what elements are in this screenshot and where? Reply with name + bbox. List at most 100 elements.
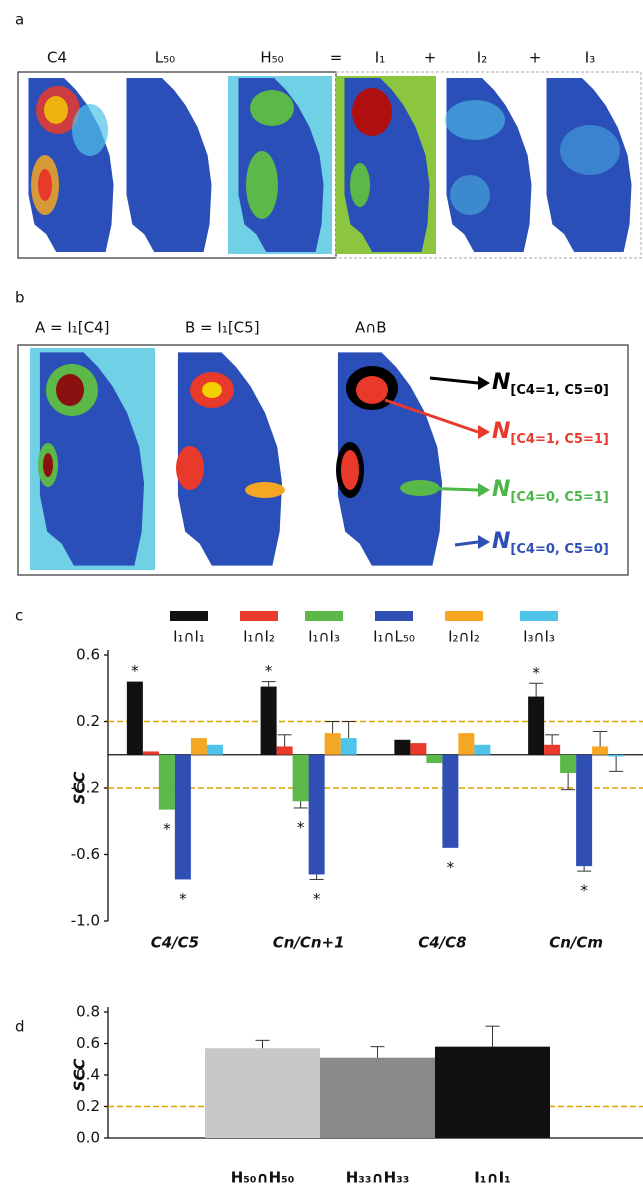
legend-swatch — [240, 611, 278, 621]
legend-label: I₃∩I₃ — [523, 628, 555, 646]
image-header: C4 — [47, 49, 67, 67]
y-tick-label: -0.6 — [71, 845, 100, 863]
image-header: I₃ — [585, 49, 595, 67]
image-header: + — [529, 49, 542, 67]
legend-label: I₁∩I₂ — [243, 628, 275, 646]
legend-swatch — [375, 611, 413, 621]
legend-entry: N[C4=1, C5=0] — [492, 370, 609, 398]
x-tick-label: I₁∩I₁ — [474, 1169, 510, 1187]
y-axis-label: SCC — [71, 1059, 89, 1092]
bar — [560, 754, 577, 774]
image-header: A = I₁[C4] — [35, 319, 110, 337]
bar — [458, 733, 475, 755]
panel-label: c — [15, 607, 23, 625]
legend-entry: N[C4=1, C5=1] — [492, 419, 609, 447]
legend-symbol: N — [492, 529, 510, 554]
x-tick-label: C4/C8 — [418, 934, 466, 952]
y-tick-label: 0.6 — [76, 646, 100, 664]
bar — [126, 681, 143, 755]
panel-a-images — [17, 71, 642, 259]
x-tick-label: H₅₀∩H₅₀ — [231, 1169, 295, 1187]
panel-label: d — [15, 1018, 25, 1036]
legend-subscript: [C4=1, C5=0] — [510, 383, 608, 398]
bar — [608, 754, 625, 757]
image-header: + — [424, 49, 437, 67]
significance-mark: * — [163, 820, 171, 838]
significance-mark: * — [447, 858, 455, 876]
significance-mark: * — [265, 662, 273, 680]
significance-mark: * — [313, 890, 321, 908]
panel-label: a — [15, 11, 24, 29]
bar — [426, 754, 443, 764]
arrow — [454, 540, 479, 547]
x-tick-label: Cn/Cm — [549, 934, 603, 952]
x-tick-label: H₃₃∩H₃₃ — [346, 1169, 410, 1187]
bar — [276, 746, 293, 755]
legend-swatch — [520, 611, 558, 621]
y-tick-label: -0.2 — [71, 779, 100, 797]
bar — [308, 754, 325, 875]
bar — [324, 733, 341, 755]
bar — [410, 743, 427, 755]
significance-mark: * — [297, 818, 305, 836]
y-tick-label: 0.0 — [76, 1129, 100, 1147]
y-tick-label: 0.2 — [76, 1097, 100, 1115]
legend-subscript: [C4=1, C5=1] — [510, 432, 608, 447]
significance-mark: * — [580, 882, 588, 900]
x-tick-label: C4/C5 — [151, 934, 199, 952]
bar — [394, 739, 411, 755]
bar — [205, 1048, 320, 1138]
arrow — [419, 486, 479, 492]
image-header: = — [330, 49, 343, 67]
bar — [340, 738, 357, 755]
image-header: I₂ — [477, 49, 487, 67]
bar — [260, 686, 277, 755]
arrow — [384, 398, 479, 434]
significance-mark: * — [179, 890, 187, 908]
image-header: A∩B — [355, 319, 387, 337]
legend-subscript: [C4=0, C5=1] — [510, 490, 608, 505]
significance-mark: * — [131, 662, 139, 680]
legend-label: I₁∩I₁ — [173, 628, 205, 646]
bar — [190, 738, 207, 755]
y-tick-label: 0.8 — [76, 1003, 100, 1021]
x-tick-label: Cn/Cn+1 — [273, 934, 345, 952]
bar — [435, 1046, 550, 1138]
arrow-head — [478, 483, 490, 497]
y-tick-label: 0.4 — [76, 1066, 100, 1084]
arrow — [429, 376, 479, 385]
bar — [320, 1057, 435, 1138]
image-header: L₅₀ — [155, 49, 175, 67]
panel-label: b — [15, 289, 25, 307]
arrow-head — [478, 376, 490, 390]
legend-subscript: [C4=0, C5=0] — [510, 542, 608, 557]
legend-swatch — [170, 611, 208, 621]
legend-label: I₂∩I₂ — [448, 628, 480, 646]
y-tick-label: -1.0 — [71, 912, 100, 930]
bar — [206, 744, 223, 755]
bar — [592, 746, 609, 755]
bar — [292, 754, 309, 802]
panel-b-images — [17, 344, 629, 576]
arrow-head — [478, 535, 490, 549]
bar — [442, 754, 459, 848]
legend-symbol: N — [492, 477, 510, 502]
bar — [142, 751, 159, 755]
bar — [528, 696, 545, 755]
legend-swatch — [305, 611, 343, 621]
y-axis-label: SCC — [71, 772, 89, 805]
y-tick-label: 0.6 — [76, 1034, 100, 1052]
legend-swatch — [445, 611, 483, 621]
legend-symbol: N — [492, 419, 510, 444]
legend-entry: N[C4=0, C5=1] — [492, 477, 609, 505]
legend-label: I₁∩I₃ — [308, 628, 340, 646]
bar — [158, 754, 175, 810]
y-tick-label: 0.2 — [76, 712, 100, 730]
bar — [174, 754, 191, 880]
bar — [474, 744, 491, 755]
legend-symbol: N — [492, 370, 510, 395]
legend-label: I₁∩L₅₀ — [373, 628, 415, 646]
image-header: B = I₁[C5] — [185, 319, 260, 337]
